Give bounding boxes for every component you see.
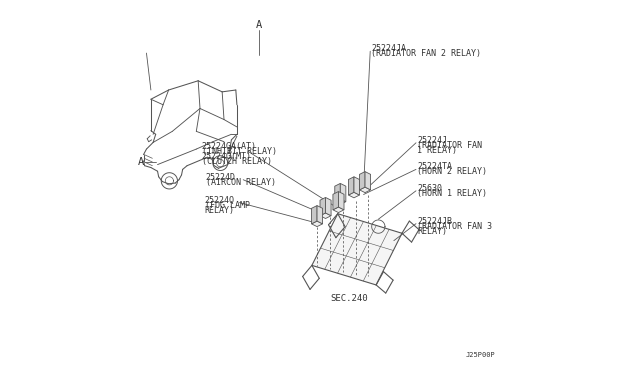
Text: 25224J: 25224J	[417, 136, 447, 145]
Text: SEC.240: SEC.240	[330, 294, 367, 303]
Text: 25224GA(AT): 25224GA(AT)	[202, 142, 257, 151]
Polygon shape	[360, 171, 365, 190]
Text: 25630: 25630	[417, 184, 442, 193]
Polygon shape	[320, 198, 326, 216]
Polygon shape	[339, 192, 344, 210]
Text: A: A	[256, 20, 262, 31]
Polygon shape	[354, 177, 360, 195]
Polygon shape	[326, 198, 331, 216]
Polygon shape	[348, 177, 354, 195]
Text: (RADIATOR FAN: (RADIATOR FAN	[417, 141, 482, 150]
Text: (INHIBIT RELAY): (INHIBIT RELAY)	[202, 147, 277, 156]
Polygon shape	[360, 187, 371, 193]
Text: (AIRCON RELAY): (AIRCON RELAY)	[205, 178, 276, 187]
Text: 25224Q: 25224Q	[205, 196, 235, 205]
Polygon shape	[333, 207, 344, 212]
Text: RELAY): RELAY)	[417, 227, 447, 236]
Polygon shape	[312, 214, 402, 285]
Polygon shape	[312, 221, 323, 227]
Polygon shape	[333, 192, 339, 210]
Polygon shape	[335, 183, 340, 202]
Text: 25224G(MT): 25224G(MT)	[202, 152, 252, 161]
Text: RELAY): RELAY)	[205, 206, 235, 215]
Text: J25P00P: J25P00P	[466, 352, 495, 358]
Text: 1 RELAY): 1 RELAY)	[417, 146, 457, 155]
Text: 25224D: 25224D	[205, 173, 236, 182]
Text: (HORN 1 RELAY): (HORN 1 RELAY)	[417, 189, 487, 198]
Text: (HORN 2 RELAY): (HORN 2 RELAY)	[417, 167, 487, 176]
Text: 25224TA: 25224TA	[417, 162, 452, 171]
Text: 25224JA: 25224JA	[371, 44, 406, 53]
Text: (CLUTCH RELAY): (CLUTCH RELAY)	[202, 157, 272, 166]
Polygon shape	[348, 192, 360, 198]
Polygon shape	[340, 183, 346, 202]
Polygon shape	[320, 213, 331, 218]
Text: (RADIATOR FAN 3: (RADIATOR FAN 3	[417, 222, 492, 231]
Text: (RADIATOR FAN 2 RELAY): (RADIATOR FAN 2 RELAY)	[371, 49, 481, 58]
Polygon shape	[312, 206, 317, 224]
Polygon shape	[365, 171, 371, 190]
Text: 25224JB: 25224JB	[417, 217, 452, 225]
Polygon shape	[317, 206, 323, 224]
Text: A: A	[138, 157, 145, 167]
Text: (FOG LAMP: (FOG LAMP	[205, 201, 250, 210]
Polygon shape	[335, 199, 346, 205]
